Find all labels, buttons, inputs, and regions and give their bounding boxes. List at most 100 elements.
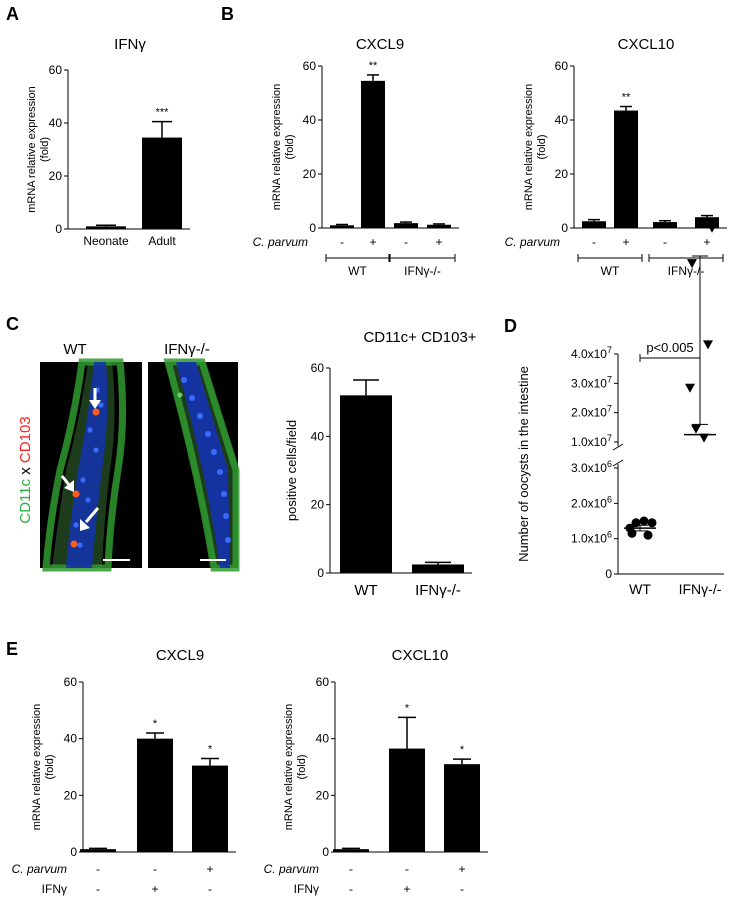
y-tick-label: 60	[316, 675, 330, 689]
cparvum-sign: -	[340, 235, 344, 249]
data-point	[685, 383, 695, 393]
y-tick-label: 2.0x107	[571, 404, 612, 420]
cparvum-sign: -	[404, 235, 408, 249]
cparvum-sign: +	[458, 862, 465, 876]
micro-wt-label: WT	[63, 341, 86, 358]
group-label: WT	[601, 264, 620, 278]
y-axis-label: mRNA relative expression	[523, 84, 535, 211]
x-tick-label: WT	[354, 582, 377, 599]
bar	[444, 764, 480, 852]
bar	[192, 765, 228, 852]
panel-letter-e: E	[6, 639, 18, 659]
cparvum-sign: +	[435, 235, 442, 249]
p-value-label: p<0.005	[646, 340, 693, 355]
panel-letter-b: B	[221, 4, 234, 24]
y-tick-label: 40	[303, 113, 317, 127]
cparvum-sign: -	[663, 235, 667, 249]
x-tick-label: Adult	[148, 234, 176, 248]
y-tick-label: 60	[311, 361, 325, 375]
y-axis-label: mRNA relative expression	[283, 704, 295, 831]
cparvum-row-label: C. parvum	[505, 235, 560, 249]
bar	[653, 222, 677, 228]
y-tick-label: 20	[555, 167, 569, 181]
y-tick-label: 40	[555, 113, 569, 127]
y-tick-label: 0	[55, 222, 62, 236]
chart-title: CXCL9	[356, 36, 404, 53]
bar	[340, 395, 392, 573]
y-axis-label: mRNA relative expression	[271, 84, 283, 211]
data-point	[707, 223, 717, 233]
chart-title: CXCL9	[156, 647, 204, 664]
x-tick-label: Neonate	[83, 234, 129, 248]
data-point	[639, 516, 649, 526]
y-tick-label: 4.0x107	[571, 345, 612, 361]
bar	[695, 217, 719, 228]
cparvum-sign: +	[703, 235, 710, 249]
significance-label: *	[153, 718, 158, 730]
y-tick-label: 0	[317, 566, 324, 580]
y-axis-label: positive cells/field	[284, 420, 299, 521]
y-tick-label: 60	[555, 59, 569, 73]
significance-label: ***	[156, 107, 170, 119]
cparvum-sign: -	[592, 235, 596, 249]
y-tick-label: 0	[322, 845, 329, 859]
group-label: IFNγ-/-	[404, 264, 441, 278]
chart-title: CD11c+ CD103+	[363, 329, 476, 346]
y-axis-label: (fold)	[39, 137, 51, 162]
panel-letter-a: A	[6, 4, 19, 24]
significance-label: **	[622, 92, 631, 104]
y-tick-label: 60	[64, 675, 78, 689]
chart-title: CXCL10	[392, 647, 449, 664]
data-point	[627, 528, 637, 538]
data-point	[631, 518, 641, 528]
y-tick-label: 1.0x106	[571, 530, 612, 546]
micrograph-wt	[40, 358, 142, 572]
y-tick-label: 40	[311, 429, 325, 443]
chart-title: CXCL10	[618, 36, 675, 53]
stain-label: CD11c x CD103	[17, 416, 34, 523]
y-tick-label: 2.0x106	[571, 494, 612, 510]
bar	[333, 849, 369, 852]
cd103-cell	[72, 490, 80, 498]
bar	[582, 221, 606, 228]
ifng-sign: +	[403, 882, 410, 896]
ifng-sign: +	[151, 882, 158, 896]
y-axis-label: mRNA relative expression	[26, 86, 38, 213]
y-tick-label: 3.0x107	[571, 374, 612, 390]
significance-label: *	[460, 744, 465, 756]
y-axis-label: (fold)	[536, 134, 548, 159]
bar	[361, 80, 385, 228]
y-tick-label: 20	[303, 167, 317, 181]
ifng-row-label: IFNγ	[294, 882, 319, 896]
ifng-sign: -	[460, 882, 464, 896]
cparvum-sign: +	[622, 235, 629, 249]
ifng-sign: -	[96, 882, 100, 896]
y-axis-label: (fold)	[284, 134, 296, 159]
data-point	[691, 424, 701, 434]
micrograph-ko	[148, 358, 240, 572]
arrow-icon	[60, 475, 74, 492]
micro-ko-label: IFNγ-/-	[164, 341, 210, 358]
panel-letter-c: C	[6, 314, 19, 334]
bar	[412, 564, 464, 573]
y-tick-label: 0	[561, 221, 568, 235]
x-tick-label: IFNγ-/-	[415, 582, 461, 599]
x-tick-label: IFNγ-/-	[679, 581, 722, 597]
bar	[142, 137, 182, 229]
chart-d: 0 1.0x106 2.0x106 3.0x106 1.0x107 2.0x107 3.0x…	[516, 223, 724, 597]
y-tick-label: 60	[303, 59, 317, 73]
chart-c: CD11c+ CD103+ 0 20 40 60 positive cells/field…	[284, 329, 477, 599]
ifng-sign: -	[208, 882, 212, 896]
data-point	[703, 340, 713, 350]
x-tick-label: WT	[629, 581, 651, 597]
chart-title: IFNγ	[114, 36, 146, 53]
significance-label: *	[405, 702, 410, 714]
stain-x: x	[17, 467, 34, 475]
y-tick-label: 20	[311, 498, 325, 512]
y-tick-label: 20	[316, 788, 330, 802]
y-tick-label: 40	[49, 116, 63, 130]
data-point	[643, 530, 653, 540]
cparvum-sign: -	[96, 862, 100, 876]
y-axis-label: mRNA relative expression	[31, 704, 43, 831]
stain-cd11c: CD11c	[17, 478, 34, 523]
